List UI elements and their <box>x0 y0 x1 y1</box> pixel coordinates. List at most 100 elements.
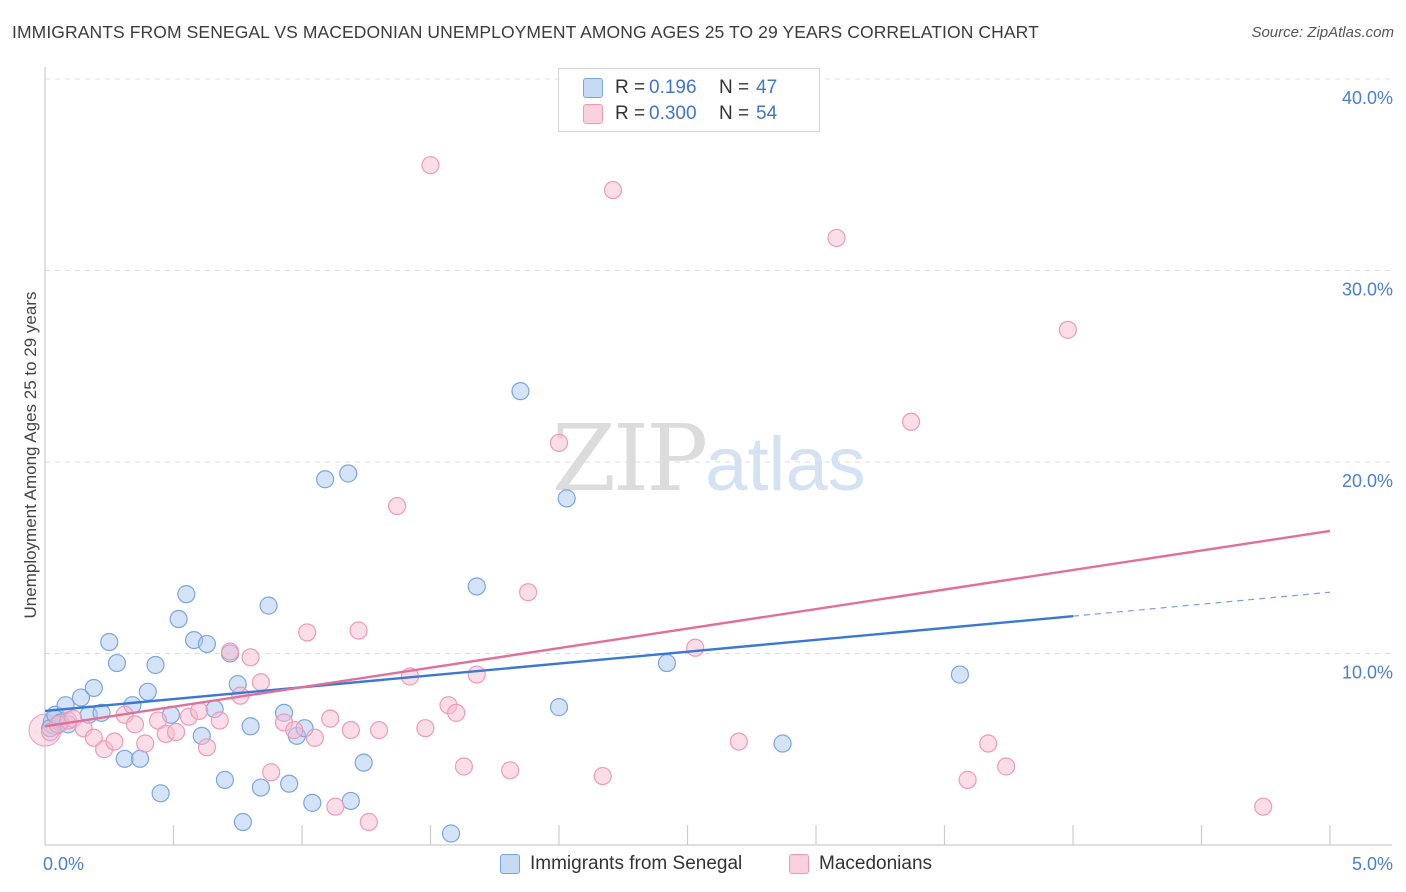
point-senegal <box>84 678 103 698</box>
point-macedonian <box>729 732 749 751</box>
point-senegal <box>467 577 486 596</box>
point-macedonian <box>190 701 209 721</box>
point-macedonian <box>421 156 440 175</box>
point-senegal <box>303 793 322 812</box>
watermark-zip: ZIP <box>552 405 708 512</box>
point-macedonian <box>686 638 705 657</box>
point-macedonian <box>603 180 623 200</box>
point-macedonian <box>979 734 998 753</box>
point-senegal <box>950 665 970 684</box>
watermark-atlas: atlas <box>705 422 866 507</box>
point-macedonian <box>387 496 407 516</box>
point-senegal <box>773 734 792 753</box>
point-macedonian <box>285 720 304 740</box>
point-macedonian <box>321 709 340 728</box>
y-tick-label: 30.0% <box>1342 280 1393 300</box>
legend-swatch-pink <box>583 104 603 124</box>
point-macedonian <box>1254 797 1273 816</box>
point-macedonian <box>501 761 520 780</box>
legend-n-value: 47 <box>756 77 778 98</box>
point-macedonian <box>958 770 977 789</box>
point-macedonian <box>901 412 921 431</box>
point-senegal <box>511 382 530 401</box>
trend-line-macedonians <box>44 529 1331 728</box>
point-senegal <box>100 632 119 652</box>
point-macedonian <box>1058 320 1077 339</box>
point-macedonian <box>593 766 612 786</box>
legend-r-label: R = <box>615 103 646 124</box>
y-tick-label: 10.0% <box>1342 663 1393 683</box>
correlation-legend: R = 0.196 N = 47 R = 0.300 N = 54 <box>558 68 820 132</box>
point-senegal <box>280 774 299 793</box>
point-macedonian <box>305 728 324 747</box>
point-senegal <box>215 770 234 789</box>
point-macedonian <box>125 715 145 734</box>
y-axis-label: Unemployment Among Ages 25 to 29 years <box>21 292 40 619</box>
point-macedonian <box>827 228 846 248</box>
point-macedonian <box>298 623 317 642</box>
point-senegal <box>549 698 569 717</box>
legend-row-senegal: R = 0.196 N = 47 <box>583 76 777 100</box>
legend-r-label: R = <box>615 77 646 98</box>
legend-n-label: N = <box>719 103 750 124</box>
point-macedonian <box>84 728 103 747</box>
bottom-legend-senegal: Immigrants from Senegal <box>500 852 742 876</box>
legend-row-macedonians: R = 0.300 N = 54 <box>583 102 777 126</box>
legend-swatch-blue <box>500 854 520 874</box>
legend-swatch-pink <box>789 854 809 874</box>
x-tick-label: 5.0% <box>1352 854 1393 874</box>
legend-n-value: 54 <box>756 103 778 124</box>
point-senegal <box>138 682 157 701</box>
source-credit: Source: ZipAtlas.com <box>1251 24 1394 41</box>
point-macedonian <box>251 673 270 692</box>
point-macedonian <box>519 583 538 602</box>
point-macedonian <box>197 738 217 757</box>
point-senegal <box>341 791 360 811</box>
point-senegal <box>259 596 278 615</box>
grid-layer <box>45 78 1392 654</box>
point-senegal <box>115 749 134 768</box>
point-macedonian <box>454 757 474 776</box>
point-senegal <box>316 470 335 489</box>
point-senegal <box>339 464 358 483</box>
point-macedonian <box>549 433 569 452</box>
legend-r-value: 0.300 <box>649 103 697 124</box>
point-macedonian <box>262 763 281 782</box>
point-senegal <box>251 778 270 797</box>
point-senegal <box>233 812 252 832</box>
label-layer: Unemployment Among Ages 25 to 29 years 1… <box>21 88 1393 874</box>
point-senegal <box>71 688 91 707</box>
point-senegal <box>657 653 677 673</box>
point-senegal <box>557 489 576 508</box>
watermark: ZIPatlas <box>552 405 866 512</box>
point-senegal <box>151 784 170 803</box>
point-macedonian <box>326 797 345 816</box>
bottom-legend-macedonians: Macedonians <box>789 852 932 876</box>
point-senegal <box>354 753 373 772</box>
point-macedonian <box>349 621 368 640</box>
point-macedonian <box>447 703 466 722</box>
point-senegal <box>169 609 188 629</box>
point-macedonian <box>370 720 389 740</box>
point-macedonian <box>136 734 155 753</box>
trend-line-senegal <box>44 614 1074 713</box>
point-macedonian <box>416 719 435 738</box>
point-senegal <box>146 655 165 675</box>
point-senegal <box>241 717 260 736</box>
bottom-legend-label: Immigrants from Senegal <box>530 853 743 874</box>
legend-n-label: N = <box>719 77 750 98</box>
point-macedonian <box>210 711 229 730</box>
chart-title: IMMIGRANTS FROM SENEGAL VS MACEDONIAN UN… <box>12 22 1039 42</box>
point-macedonian <box>241 648 260 667</box>
y-tick-label: 20.0% <box>1342 471 1393 491</box>
point-macedonian <box>148 711 168 730</box>
point-senegal <box>197 634 217 654</box>
point-senegal <box>177 585 196 604</box>
points-layer <box>28 156 1273 843</box>
trend-layer <box>44 529 1331 728</box>
trend-line-senegal-extension <box>1072 591 1331 617</box>
point-macedonian <box>220 642 240 661</box>
bottom-legend-label: Macedonians <box>819 853 933 874</box>
point-senegal <box>130 749 150 768</box>
